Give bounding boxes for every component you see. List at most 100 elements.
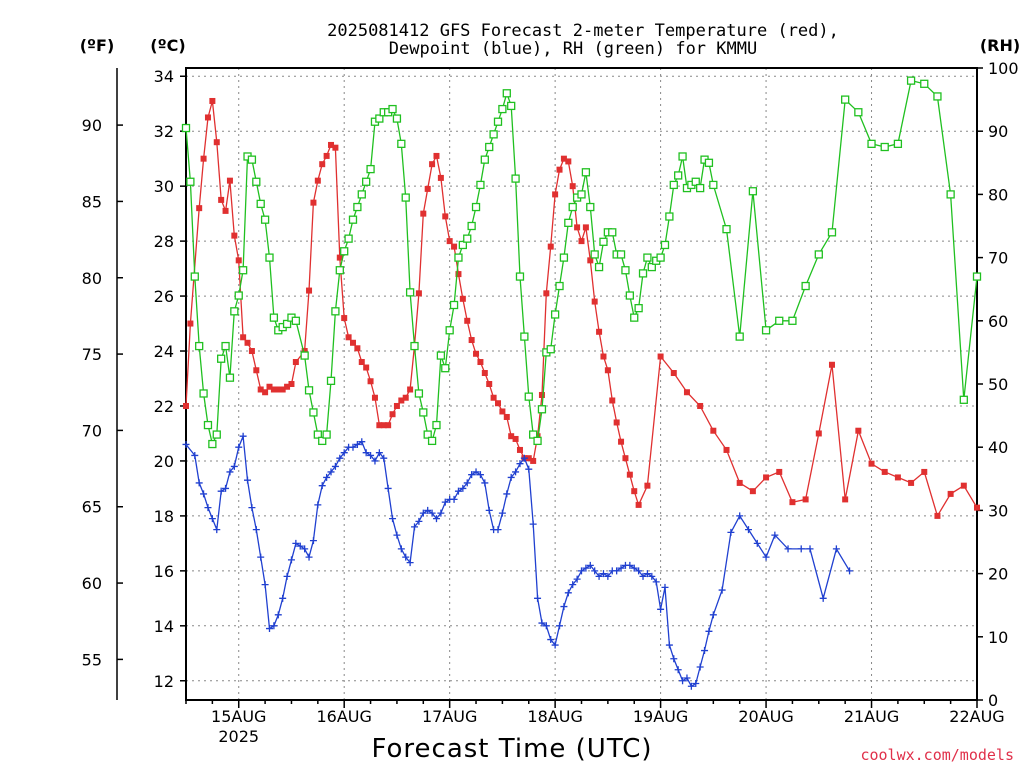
x-tick-label: 19AUG (633, 707, 688, 726)
rh-point (529, 430, 538, 439)
temperature-point (306, 287, 313, 294)
rh-point (300, 351, 309, 360)
dewpoint-point (239, 432, 247, 440)
rh-point (867, 139, 876, 148)
dewpoint-point (318, 482, 326, 490)
temperature-point (881, 468, 888, 475)
temperature-point (473, 350, 480, 357)
rh-tick-label: 100 (988, 59, 1019, 78)
temperature-point (490, 394, 497, 401)
rh-point (260, 215, 270, 224)
fahrenheit-tick-label: 55 (82, 650, 102, 669)
rh-point (493, 117, 503, 126)
dewpoint-point (652, 578, 660, 586)
rh-point (436, 351, 446, 360)
dewpoint-point (296, 542, 304, 550)
rh-point (748, 187, 758, 196)
rh-point (735, 332, 744, 341)
rh-tick-label: 40 (988, 438, 1008, 457)
rh-point (564, 218, 573, 227)
rh-point (234, 291, 243, 300)
dewpoint-point (415, 517, 423, 525)
temperature-point (218, 196, 225, 203)
dewpoint-point (525, 465, 533, 473)
temperature-point (574, 224, 581, 231)
temperature-point (279, 386, 286, 393)
dewpoint-series (183, 433, 854, 690)
series-layer (183, 77, 982, 690)
dewpoint-point (599, 570, 607, 578)
rh-point (344, 234, 353, 243)
temperature-point (345, 334, 352, 341)
rh-point (586, 202, 595, 212)
temperature-point (209, 97, 216, 104)
dewpoint-line (185, 435, 851, 688)
dewpoint-point (367, 451, 375, 459)
rh-point (282, 319, 292, 329)
dewpoint-point (459, 484, 467, 492)
dewpoint-point (586, 561, 594, 569)
temperature-point (828, 361, 835, 368)
rh-point (414, 389, 424, 398)
dewpoint-point (534, 594, 542, 602)
dewpoint-point (696, 663, 704, 671)
rh-point (972, 272, 982, 281)
temperature-point (226, 177, 233, 184)
dewpoint-point (832, 545, 840, 553)
temperature-point (530, 457, 537, 464)
dewpoint-point (340, 449, 348, 457)
temperature-point (499, 408, 506, 415)
rh-line (185, 79, 978, 446)
rh-point (331, 307, 340, 316)
dewpoint-point (613, 567, 621, 575)
rh-point (230, 307, 239, 316)
rh-point (401, 193, 410, 202)
rh-point (217, 354, 226, 363)
rh-point (366, 164, 375, 174)
credit-label: coolwx.com/models (860, 746, 1014, 764)
rh-point (841, 95, 850, 104)
temperature-point (442, 213, 449, 220)
dewpoint-point (564, 589, 572, 597)
temperature-point (657, 353, 664, 360)
temperature-point (446, 238, 453, 245)
dewpoint-point (670, 655, 678, 663)
temperature-point (749, 488, 756, 495)
temperature-point (815, 430, 822, 437)
temperature-point (464, 317, 471, 324)
rh-tick-label: 10 (988, 628, 1008, 647)
temperature-point (363, 364, 370, 371)
rh-point (665, 212, 674, 221)
temperature-point (609, 397, 616, 404)
dewpoint-point (661, 583, 669, 591)
rh-point (476, 180, 485, 190)
fahrenheit-tick-label: 90 (82, 116, 102, 135)
dewpoint-point (635, 567, 643, 575)
rh-point (533, 436, 542, 446)
dewpoint-point (657, 605, 665, 613)
x-tick-label: 17AUG (422, 707, 477, 726)
dewpoint-point (709, 611, 717, 619)
rh-point (555, 281, 564, 291)
dewpoint-point (428, 509, 436, 517)
temperature-point (868, 460, 875, 467)
temperature-line (185, 100, 978, 518)
rh-point (559, 253, 569, 262)
dewpoint-point (538, 619, 546, 627)
dewpoint-point (498, 509, 506, 517)
rh-point (318, 436, 327, 446)
rh-point (441, 364, 450, 373)
dewpoint-point (419, 509, 427, 517)
rh-point (225, 373, 235, 382)
rh-tick-label: 30 (988, 501, 1008, 520)
rh-point (933, 92, 942, 101)
dewpoint-point (485, 506, 493, 514)
temperature-point (314, 177, 321, 184)
fahrenheit-tick-label: 80 (82, 269, 102, 288)
rh-point (550, 310, 560, 319)
dewpoint-point (252, 526, 260, 534)
dewpoint-point (472, 468, 480, 476)
rh-point (656, 253, 665, 262)
dewpoint-point (503, 490, 511, 498)
temperature-point (402, 394, 409, 401)
